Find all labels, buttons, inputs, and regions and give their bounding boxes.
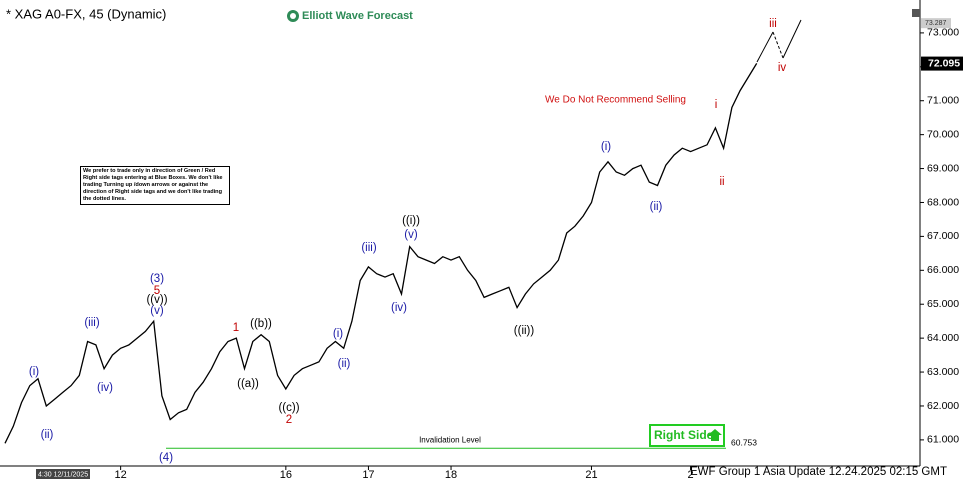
price-line (4, 63, 758, 444)
x-tick-label: 2 (688, 469, 694, 481)
wave-label: ((c)) (278, 402, 299, 414)
wave-label: (iii) (361, 242, 376, 254)
y-tick-label: 62.000 (927, 400, 959, 412)
y-tick-label: 61.000 (927, 434, 959, 446)
y-tick-label: 65.000 (927, 298, 959, 310)
x-tick-label: 12 (115, 469, 127, 481)
wave-label: 5 (154, 285, 160, 297)
wave-label: (4) (159, 452, 173, 464)
footer: EWF Group 1 Asia Update 12.24.2025 02:15… (690, 466, 947, 478)
wave-label: (iv) (97, 382, 113, 394)
wave-label: (ii) (338, 358, 351, 370)
wave-label: ((i)) (402, 215, 420, 227)
y-tick-label: 66.000 (927, 264, 959, 276)
y-tick-label: 70.000 (927, 128, 959, 140)
wave-label: (iv) (391, 302, 407, 314)
wave-label: (i) (29, 366, 39, 378)
wave-label: iv (778, 62, 787, 74)
wave-label: (v) (150, 305, 164, 317)
wave-label: (iii) (84, 317, 99, 329)
y-tick-label: 71.000 (927, 95, 959, 107)
y-tick-label: 73.000 (927, 27, 959, 39)
wave-label: (v) (404, 229, 418, 241)
last-price-box (921, 56, 963, 71)
x-tick-label: 17 (362, 469, 374, 481)
invalidation-value: 60.753 (731, 438, 757, 448)
high-label: 73.287 (925, 20, 947, 27)
settings-icon[interactable] (912, 9, 920, 17)
high-box (921, 18, 951, 29)
time-label: 4:30 12/11/2025 (38, 471, 88, 478)
y-tick-label: 68.000 (927, 196, 959, 208)
note: We prefer to trade only in direction of … (80, 166, 230, 205)
warning: We Do Not Recommend Selling (545, 95, 686, 106)
wave-label: ((ii)) (514, 325, 535, 337)
wave-label: (ii) (41, 429, 54, 441)
y-tick-label: 69.000 (927, 162, 959, 174)
x-tick-label: 21 (585, 469, 597, 481)
x-tick-label: 16 (280, 469, 292, 481)
wave-label: i (715, 99, 718, 111)
wave-label: (ii) (650, 201, 663, 213)
wave-label: (i) (601, 141, 611, 153)
wave-label: ((b)) (250, 318, 272, 330)
last-price: 72.095 (928, 57, 960, 69)
y-tick-label: 64.000 (927, 332, 959, 344)
y-tick-label: 67.000 (927, 230, 959, 242)
invalidation-label: Invalidation Level (419, 435, 481, 444)
up-arrow (708, 429, 722, 441)
wave-label: (3) (150, 273, 164, 285)
projection (756, 19, 802, 63)
wave-label: ((v)) (146, 294, 167, 306)
time-label-box (36, 469, 90, 479)
right-side-box (649, 424, 725, 447)
wave-label: ((a)) (237, 378, 259, 390)
wave-label: ii (719, 176, 724, 188)
chart-title: * XAG A0-FX, 45 (Dynamic) (6, 6, 166, 21)
wave-label: iii (769, 18, 777, 30)
brand: Elliott Wave Forecast (302, 10, 413, 22)
wave-label: (i) (333, 328, 343, 340)
wave-label: 2 (286, 414, 292, 426)
wave-label: 1 (233, 322, 239, 334)
brand-logo (290, 13, 296, 19)
y-tick-label: 63.000 (927, 366, 959, 378)
right-side: Right Side (654, 428, 714, 442)
x-tick-label: 18 (445, 469, 457, 481)
